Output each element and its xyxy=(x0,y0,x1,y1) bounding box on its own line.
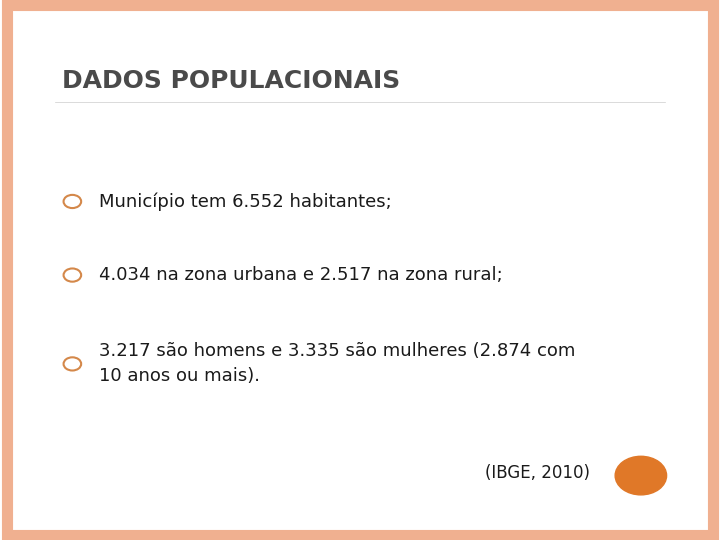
Text: 4.034 na zona urbana e 2.517 na zona rural;: 4.034 na zona urbana e 2.517 na zona rur… xyxy=(99,266,503,284)
Text: Município tem 6.552 habitantes;: Município tem 6.552 habitantes; xyxy=(99,192,392,211)
Text: (IBGE, 2010): (IBGE, 2010) xyxy=(485,464,590,482)
Text: 3.217 são homens e 3.335 são mulheres (2.874 com
10 anos ou mais).: 3.217 são homens e 3.335 são mulheres (2… xyxy=(99,342,576,386)
Circle shape xyxy=(615,456,667,495)
Text: DADOS POPULACIONAIS: DADOS POPULACIONAIS xyxy=(62,70,400,93)
